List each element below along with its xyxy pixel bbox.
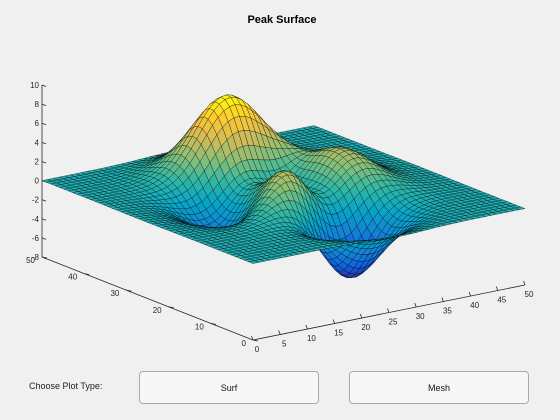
- y-tick-mark: [252, 339, 259, 342]
- z-tick-mark: [41, 161, 47, 164]
- mesh-button[interactable]: Mesh: [349, 371, 529, 404]
- z-tick-label: 10: [30, 81, 39, 90]
- x-tick-label: 40: [470, 301, 479, 310]
- chart-title: Peak Surface: [247, 14, 316, 26]
- z-tick-label: -6: [32, 234, 40, 243]
- z-tick-mark: [41, 84, 47, 87]
- y-axis-line: [41, 256, 254, 341]
- x-tick-mark: [495, 286, 499, 291]
- x-tick-mark: [359, 313, 363, 319]
- y-tick-label: 20: [153, 306, 162, 315]
- x-tick-label: 15: [334, 329, 343, 338]
- z-tick-label: -8: [32, 253, 40, 262]
- y-tick-mark: [126, 289, 132, 292]
- z-tick-label: 8: [35, 100, 40, 109]
- x-tick-mark: [387, 308, 390, 313]
- x-tick-mark: [468, 291, 471, 297]
- x-tick-label: 10: [307, 334, 316, 343]
- surf-button[interactable]: Surf: [139, 371, 319, 404]
- z-tick-mark: [41, 141, 47, 145]
- z-tick-label: 4: [35, 138, 40, 147]
- y-tick-label: 10: [195, 322, 204, 331]
- x-tick-label: 5: [282, 340, 287, 349]
- x-tick-label: 35: [443, 307, 452, 316]
- z-tick-mark: [41, 218, 47, 221]
- z-tick-mark: [41, 199, 47, 202]
- x-tick-mark: [414, 302, 417, 308]
- x-tick-label: 50: [525, 290, 534, 299]
- y-tick-label: 40: [68, 273, 77, 282]
- y-tick-label: 0: [242, 339, 247, 348]
- x-tick-mark: [441, 297, 444, 302]
- z-tick-label: 0: [35, 177, 40, 186]
- x-tick-label: 45: [497, 296, 506, 305]
- choose-plot-type-label: Choose Plot Type:: [29, 381, 103, 391]
- x-tick-mark: [523, 280, 526, 286]
- z-tick-mark: [41, 237, 47, 240]
- z-tick-label: 2: [35, 157, 40, 166]
- z-tick-label: 6: [35, 119, 40, 128]
- x-tick-label: 30: [416, 312, 425, 321]
- plot-area: Peak Surface 0 5 10 15 20 25 30 35 40 45 50 0 10 20 30 4…: [26, 14, 534, 354]
- z-tick-mark: [41, 256, 47, 259]
- surface-patches: [41, 94, 526, 278]
- x-tick-label: 25: [389, 318, 398, 327]
- z-tick-label: -4: [32, 215, 40, 224]
- z-tick-mark: [41, 122, 47, 126]
- x-tick-mark: [278, 330, 281, 335]
- y-tick-mark: [168, 306, 174, 309]
- y-tick-mark: [84, 273, 90, 275]
- y-tick-mark: [210, 323, 216, 325]
- x-tick-label: 20: [361, 323, 370, 332]
- x-tick-mark: [332, 319, 335, 324]
- x-tick-label: 0: [255, 345, 260, 354]
- surface-plot: Peak Surface0510152025303540455001020304…: [26, 14, 534, 354]
- surface-patch: [247, 260, 260, 264]
- y-tick-label: 50: [26, 256, 35, 265]
- y-tick-label: 30: [110, 289, 119, 298]
- z-tick-mark: [41, 103, 47, 106]
- x-tick-mark: [305, 324, 308, 330]
- x-tick-mark: [251, 335, 254, 341]
- z-tick-label: -2: [32, 196, 40, 205]
